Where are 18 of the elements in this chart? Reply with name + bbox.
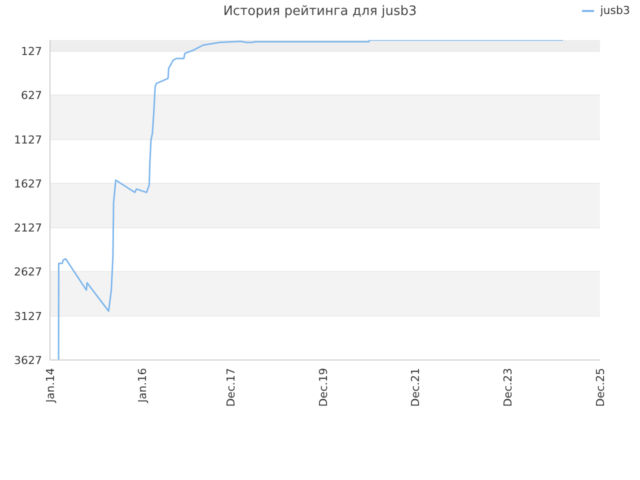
y-tick-label: 3127 (14, 310, 42, 323)
y-tick-label: 127 (21, 45, 42, 58)
x-tick-label: Dec.23 (501, 368, 514, 407)
chart-title: История рейтинга для jusb3 (223, 4, 417, 19)
x-tick-label: Dec.19 (316, 368, 330, 407)
x-tick-label: Dec.21 (409, 368, 422, 407)
x-tick-label: Dec.25 (594, 368, 607, 407)
y-tick-label: 627 (21, 89, 42, 102)
line-series (58, 40, 564, 360)
x-tick-label: Jan.14 (44, 368, 57, 404)
y-tick-label: 3627 (14, 354, 42, 367)
x-tick-label: Dec.17 (224, 368, 238, 407)
legend-label: jusb3 (599, 4, 630, 17)
y-tick-label: 2127 (14, 222, 42, 235)
x-tick-label: Jan.16 (136, 368, 150, 404)
y-tick-label: 1627 (14, 177, 42, 190)
y-tick-label: 1127 (14, 133, 42, 146)
y-tick-label: 2627 (14, 266, 42, 279)
